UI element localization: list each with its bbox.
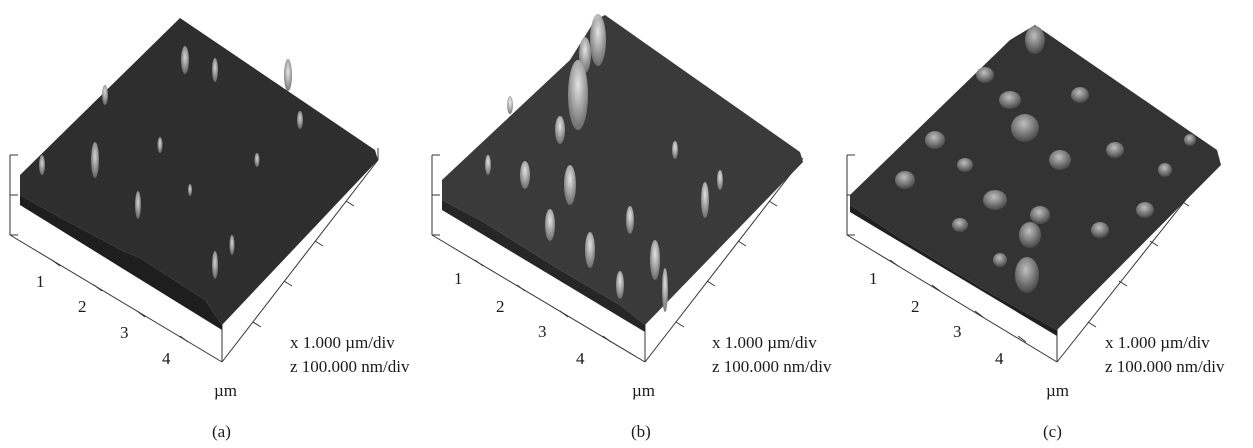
unit-label: µm bbox=[632, 381, 656, 400]
z-scale-text: z 100.000 nm/div bbox=[1105, 357, 1225, 376]
tick-label-4: 4 bbox=[162, 349, 171, 368]
tick-label-1: 1 bbox=[36, 272, 45, 291]
panel-caption: (b) bbox=[631, 422, 651, 441]
tick-label-2: 2 bbox=[496, 297, 505, 316]
tick-label-3: 3 bbox=[120, 323, 129, 342]
unit-label: µm bbox=[1046, 381, 1070, 400]
afm-panel-c: 1 2 3 4 µm x 1.000 µm/div z 100.000 nm/d… bbox=[835, 0, 1253, 448]
afm-panel-b: 1 2 3 4 µm x 1.000 µm/div z 100.000 nm/d… bbox=[420, 0, 840, 448]
x-scale-text: x 1.000 µm/div bbox=[712, 333, 817, 352]
tick-label-3: 3 bbox=[538, 322, 547, 341]
z-scale-text: z 100.000 nm/div bbox=[290, 357, 410, 376]
tick-label-1: 1 bbox=[869, 269, 878, 288]
afm-surface-a bbox=[9, 18, 379, 363]
panel-caption: (a) bbox=[212, 422, 231, 441]
tick-label-2: 2 bbox=[911, 297, 920, 316]
tick-label-3: 3 bbox=[953, 322, 962, 341]
tick-label-4: 4 bbox=[576, 349, 585, 368]
afm-panel-a: 1 2 3 4 µm x 1.000 µm/div z 100.000 nm/d… bbox=[0, 0, 420, 448]
afm-surface-b bbox=[431, 14, 804, 363]
unit-label: µm bbox=[214, 381, 238, 400]
afm-surface-c bbox=[846, 25, 1221, 363]
tick-label-2: 2 bbox=[78, 297, 87, 316]
x-scale-text: x 1.000 µm/div bbox=[1105, 333, 1210, 352]
x-scale-text: x 1.000 µm/div bbox=[290, 333, 395, 352]
tick-label-1: 1 bbox=[454, 269, 463, 288]
panel-caption: (c) bbox=[1043, 422, 1062, 441]
z-scale-text: z 100.000 nm/div bbox=[712, 357, 832, 376]
tick-label-4: 4 bbox=[995, 349, 1004, 368]
